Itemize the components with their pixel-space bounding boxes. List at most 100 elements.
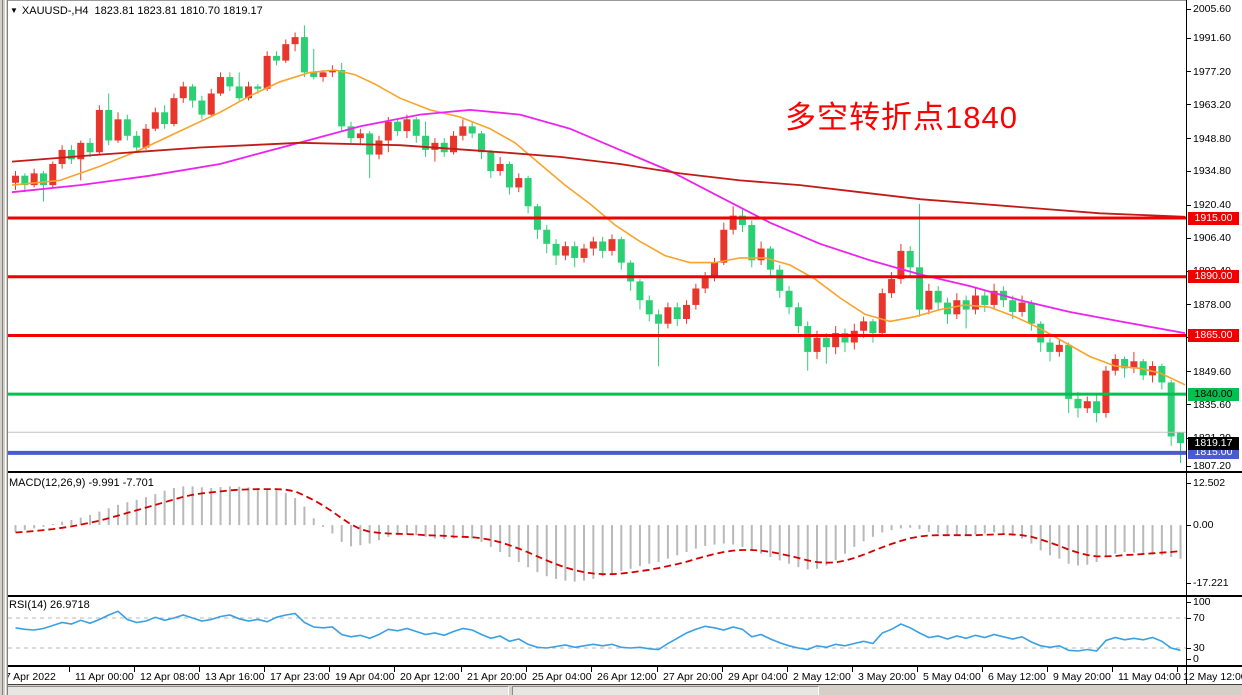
price-tick-label: 1807.20: [1193, 460, 1231, 472]
macd-values: -9.991 -7.701: [88, 477, 154, 489]
macd-tick-mark: [1187, 524, 1191, 526]
candle: [394, 121, 402, 132]
candle: [804, 326, 812, 352]
candle: [1009, 300, 1017, 312]
price-tick-mark: [1187, 304, 1191, 306]
time-tick-mark: [69, 667, 70, 672]
candle: [86, 142, 94, 153]
time-tick-mark: [1112, 667, 1113, 672]
rsi-value: 26.9718: [49, 599, 90, 611]
candle: [1093, 401, 1101, 413]
candle: [953, 300, 961, 315]
time-axis-label: 26 Apr 12:00: [597, 671, 657, 683]
time-axis-label: 2 May 12:00: [793, 671, 851, 683]
candle: [552, 243, 560, 256]
time-axis-label: 13 Apr 16:00: [205, 671, 265, 683]
candle: [813, 337, 821, 352]
candle: [897, 250, 905, 280]
time-axis-label: 11 May 04:00: [1118, 671, 1181, 683]
candle: [505, 163, 513, 188]
candle: [403, 119, 411, 132]
candle: [328, 70, 336, 73]
panel-separator-macd-rsi[interactable]: [0, 595, 1242, 597]
candle: [468, 126, 476, 134]
candle: [971, 295, 979, 310]
time-axis-label: 19 Apr 04:00: [335, 671, 395, 683]
candle: [235, 86, 243, 99]
candle: [496, 163, 504, 172]
price-axis[interactable]: 2005.60 1991.60 1977.20 1963.20 1948.80 1934.…: [1187, 0, 1242, 684]
price-badge-1915-00: 1915.00: [1188, 211, 1239, 225]
candle: [375, 140, 383, 155]
rsi-line: [15, 610, 1181, 652]
ohlc-values: 1823.81 1823.81 1810.70 1819.17: [94, 5, 263, 17]
candle: [589, 241, 597, 249]
price-tick-mark: [1187, 104, 1191, 106]
candle: [1018, 302, 1026, 312]
candles-layer: [12, 25, 1184, 464]
candle: [711, 262, 718, 277]
price-tick-label: 1849.60: [1193, 365, 1231, 378]
candle: [338, 70, 346, 127]
candle: [692, 288, 700, 305]
candle: [580, 248, 588, 258]
candle: [701, 276, 709, 289]
candle: [161, 112, 169, 125]
candle: [934, 290, 942, 303]
candle: [12, 175, 19, 183]
symbol-header: ▼ XAUUSD-,H4 1823.81 1823.81 1810.70 1819.…: [10, 5, 269, 17]
candle: [39, 173, 47, 186]
candle: [916, 267, 924, 310]
ma-slow: [11, 141, 1186, 218]
candle: [114, 119, 122, 141]
price-tick-label: 1948.80: [1193, 132, 1231, 145]
candle: [245, 86, 252, 99]
macd-layer: [14, 486, 1182, 582]
candle: [300, 37, 308, 73]
status-panel: [512, 686, 819, 695]
candle: [869, 321, 877, 334]
candle: [1121, 358, 1129, 369]
candle: [105, 109, 113, 141]
candle: [282, 44, 290, 61]
candle: [515, 178, 523, 188]
candle: [860, 321, 868, 331]
candle: [319, 72, 327, 78]
time-axis-label: 5 May 04:00: [923, 671, 981, 683]
macd-signal-line: [15, 488, 1181, 576]
candle: [272, 55, 280, 61]
price-tick-mark: [1187, 37, 1191, 39]
price-badge-1819-17: 1819.17: [1188, 436, 1239, 450]
candle: [459, 126, 467, 136]
candle: [450, 135, 458, 153]
macd-tick-mark: [1187, 482, 1191, 484]
panel-separator-rsi-timeaxis: [0, 665, 1242, 667]
candle: [189, 86, 197, 101]
candle: [207, 93, 215, 115]
panel-separator-main-macd[interactable]: [0, 471, 1242, 473]
moving-averages-layer: [11, 69, 1186, 386]
candle: [347, 126, 355, 139]
candle: [1111, 358, 1119, 371]
candle: [720, 229, 728, 263]
candle: [431, 142, 439, 150]
ma-fast: [11, 69, 1186, 386]
price-tick-label: 1934.80: [1193, 165, 1231, 178]
time-tick-mark: [461, 667, 462, 672]
candle: [412, 119, 420, 136]
time-tick-mark: [199, 667, 200, 672]
candle: [170, 98, 178, 125]
candle: [1167, 382, 1175, 437]
time-tick-mark: [787, 667, 788, 672]
candle: [384, 121, 392, 141]
price-tick-label: 1977.20: [1193, 65, 1231, 78]
candle: [729, 215, 737, 230]
annotation-text: 多空转折点1840: [785, 100, 1018, 135]
candle: [310, 72, 318, 78]
candle: [627, 262, 635, 282]
chevron-down-icon[interactable]: ▼: [10, 6, 18, 15]
time-tick-mark: [1047, 667, 1048, 672]
candle: [1074, 398, 1082, 409]
